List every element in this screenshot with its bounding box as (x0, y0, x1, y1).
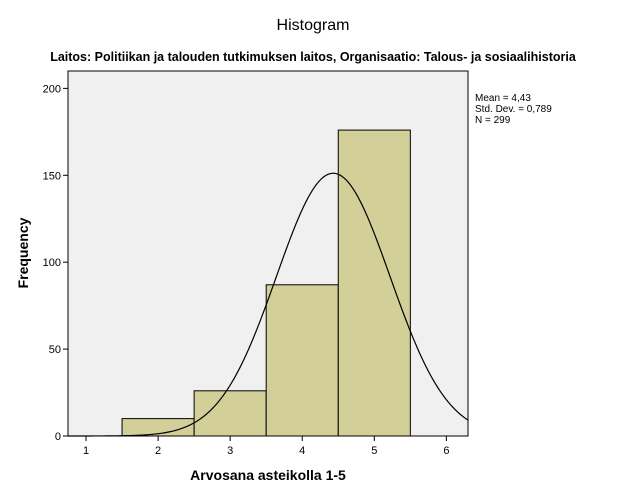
x-tick-label-6: 6 (443, 445, 449, 457)
stats-n: N = 299 (475, 115, 511, 126)
y-tick-label-0: 0 (55, 431, 61, 443)
x-tick-label-3: 3 (227, 445, 233, 457)
x-axis: 1 2 3 4 5 6 (83, 436, 449, 457)
stats-std-dev: Std. Dev. = 0,789 (475, 104, 552, 115)
x-tick-label-1: 1 (83, 445, 89, 457)
histogram-bar-2 (193, 390, 267, 437)
bars-group (121, 129, 411, 437)
y-tick-label-200: 200 (43, 83, 61, 95)
x-axis-title: Arvosana asteikolla 1-5 (190, 467, 346, 483)
x-tick-label-5: 5 (371, 445, 377, 457)
x-tick-label-2: 2 (155, 445, 161, 457)
histogram-bar-3 (265, 284, 339, 437)
normal-curve (67, 172, 469, 437)
y-tick-label-150: 150 (43, 170, 61, 182)
y-axis-title: Frequency (15, 217, 31, 288)
y-tick-label-100: 100 (43, 257, 61, 269)
chart-subtitle: Laitos: Politiikan ja talouden tutkimuks… (50, 50, 577, 64)
stats-mean: Mean = 4,43 (475, 93, 531, 104)
histogram-bar-4 (337, 129, 411, 437)
x-tick-label-4: 4 (299, 445, 305, 457)
y-tick-label-50: 50 (49, 344, 61, 356)
chart-title: Histogram (277, 17, 350, 34)
y-axis: 0 50 100 150 200 (43, 83, 68, 443)
